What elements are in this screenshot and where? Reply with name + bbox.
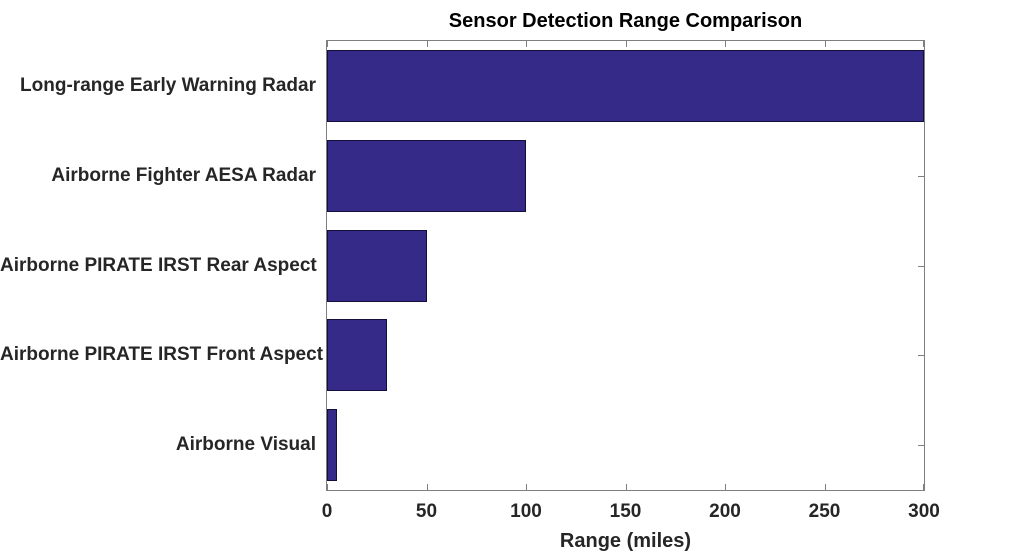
y-tick-right: [918, 176, 924, 177]
bar: [327, 409, 337, 481]
x-tick-label: 0: [321, 501, 333, 522]
x-tick-top: [923, 41, 924, 47]
chart-title: Sensor Detection Range Comparison: [448, 10, 803, 32]
y-tick-label: Long-range Early Warning Radar: [20, 75, 316, 96]
x-tick-label: 250: [808, 501, 841, 522]
x-tick-top: [526, 41, 527, 47]
bar: [327, 230, 427, 302]
y-tick-label: Airborne Visual: [175, 434, 316, 455]
x-tick-label: 200: [709, 501, 741, 522]
x-tick-top: [725, 41, 726, 47]
x-tick-top: [327, 41, 328, 47]
x-tick-bottom: [825, 484, 826, 490]
y-tick-right: [918, 355, 924, 356]
x-tick-top: [427, 41, 428, 47]
x-tick-top: [626, 41, 627, 47]
x-tick-bottom: [526, 484, 527, 490]
x-tick-label: 300: [908, 501, 940, 522]
y-tick-label: Airborne PIRATE IRST Front Aspect: [0, 344, 324, 365]
x-axis-label: Range (miles): [559, 530, 692, 552]
y-tick-label: Airborne Fighter AESA Radar: [51, 165, 316, 186]
x-tick-bottom: [427, 484, 428, 490]
bar: [327, 140, 526, 212]
x-tick-label: 100: [510, 501, 542, 522]
x-tick-bottom: [626, 484, 627, 490]
x-tick-label: 50: [415, 501, 438, 522]
x-tick-bottom: [327, 484, 328, 490]
y-tick-right: [918, 266, 924, 267]
x-tick-top: [825, 41, 826, 47]
y-tick-label: Airborne PIRATE IRST Rear Aspect: [0, 255, 317, 276]
bar: [327, 50, 924, 122]
x-tick-bottom: [725, 484, 726, 490]
x-tick-label: 150: [609, 501, 642, 522]
plot-area: [326, 40, 925, 491]
y-tick-right: [918, 445, 924, 446]
x-tick-bottom: [923, 484, 924, 490]
bar: [327, 319, 387, 391]
